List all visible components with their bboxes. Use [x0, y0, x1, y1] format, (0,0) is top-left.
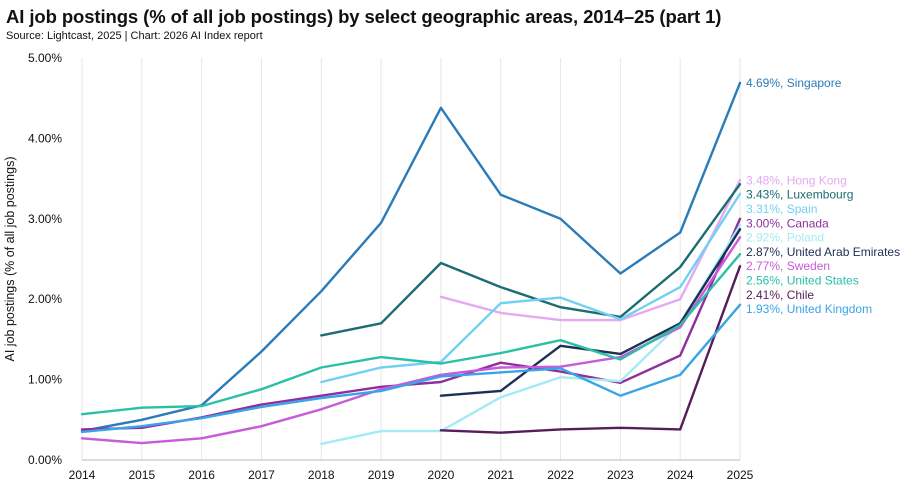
axes: 2014 2015 2016 2017 2018 2019 2020 2021 2022 2023… [28, 51, 754, 482]
x-tick-label: 2022 [547, 468, 574, 482]
series-line-united-states [80, 253, 742, 416]
series-line-canada [80, 217, 742, 431]
x-tick-label: 2015 [128, 468, 155, 482]
chart-subtitle: Source: Lightcast, 2025 | Chart: 2026 AI… [6, 30, 263, 42]
series-label: 3.48%, Hong Kong [746, 173, 847, 187]
series-label: 3.31%, Spain [746, 202, 817, 216]
x-tick-label: 2017 [248, 468, 275, 482]
x-tick-label: 2020 [428, 468, 455, 482]
series-line-hong-kong [439, 179, 742, 322]
series-line-spain [320, 192, 742, 384]
series-label: 2.56%, United States [746, 274, 859, 288]
series-label: 3.43%, Luxembourg [746, 188, 853, 202]
series-line-singapore [80, 81, 742, 433]
x-tick-label: 2016 [188, 468, 215, 482]
series-label: 2.92%, Poland [746, 231, 824, 245]
series-line-sweden [80, 236, 742, 445]
y-tick-label: 0.00% [28, 453, 62, 467]
y-tick-label: 4.00% [28, 131, 62, 145]
x-tick-label: 2019 [368, 468, 395, 482]
x-tick-label: 2024 [667, 468, 694, 482]
x-tick-label: 2018 [308, 468, 335, 482]
x-tick-label: 2021 [487, 468, 514, 482]
series-line-united-kingdom [80, 303, 742, 434]
series-lines [80, 81, 742, 446]
y-tick-label: 1.00% [28, 373, 62, 387]
series-label: 1.93%, United Kingdom [746, 302, 872, 316]
y-axis-label: AI job postings (% of all job postings) [3, 157, 17, 362]
series-label: 2.77%, Sweden [746, 259, 830, 273]
series-label: 2.87%, United Arab Emirates [746, 245, 900, 259]
y-tick-label: 3.00% [28, 212, 62, 226]
x-tick-label: 2025 [727, 468, 754, 482]
series-label: 3.00%, Canada [746, 216, 829, 230]
y-tick-label: 2.00% [28, 292, 62, 306]
series-label: 4.69%, Singapore [746, 76, 842, 90]
chart-title: AI job postings (% of all job postings) … [6, 6, 722, 27]
x-tick-label: 2014 [69, 468, 96, 482]
y-tick-label: 5.00% [28, 51, 62, 65]
grid-lines [81, 58, 741, 460]
x-tick-label: 2023 [607, 468, 634, 482]
series-line-luxembourg [320, 183, 742, 337]
series-line-poland [320, 224, 742, 446]
series-label: 2.41%, Chile [746, 288, 814, 302]
series-line-chile [439, 265, 742, 434]
